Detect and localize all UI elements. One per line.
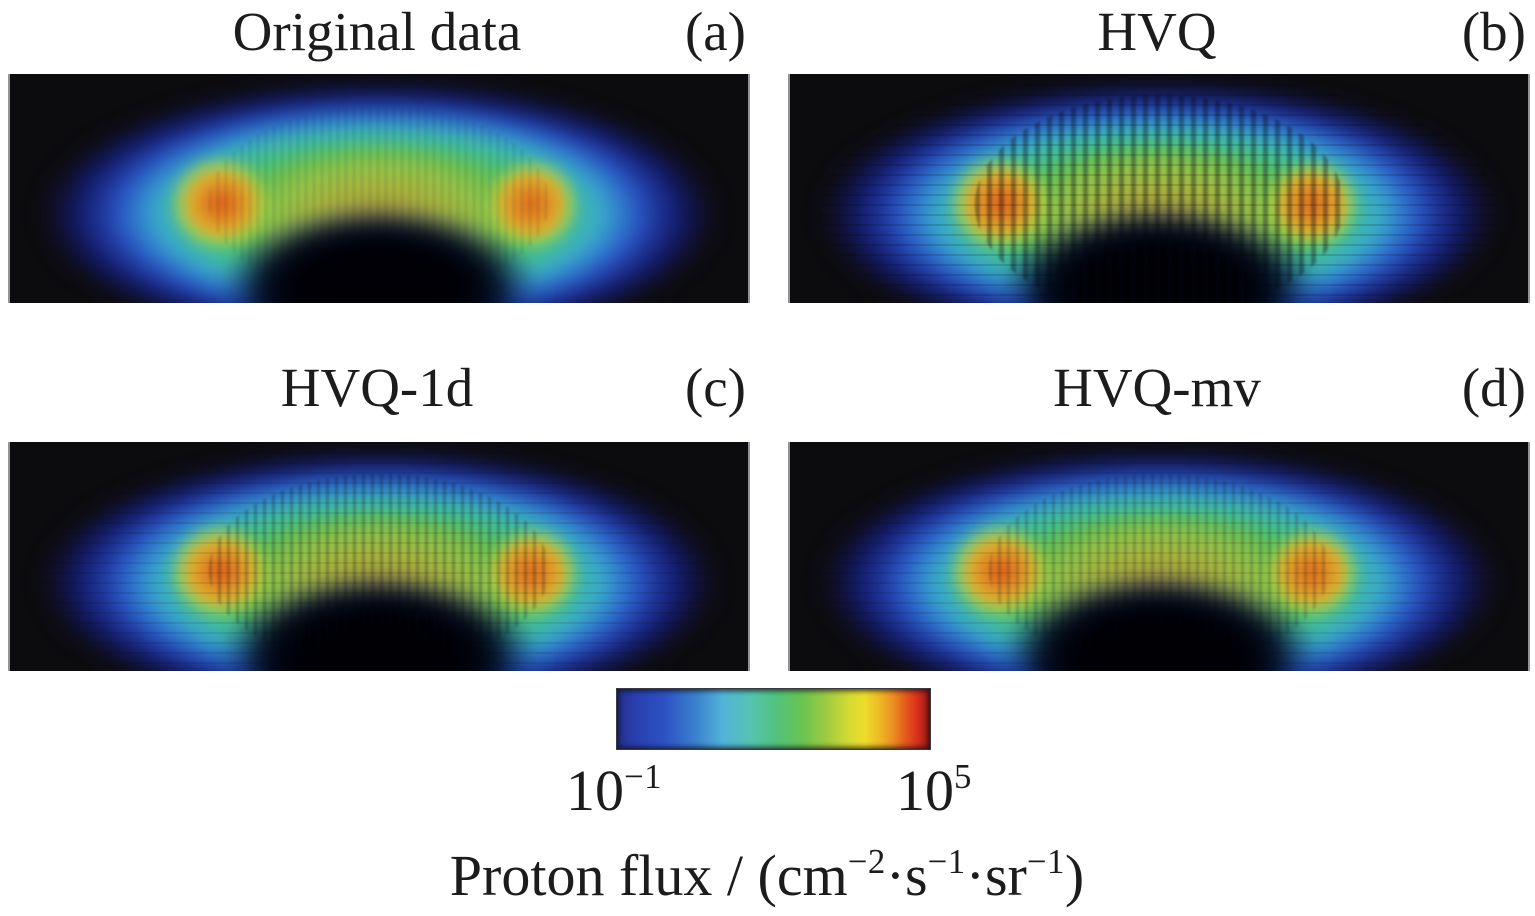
panel-b-title: HVQ bbox=[1097, 1, 1217, 62]
colorbar-tick-max: 105 bbox=[896, 757, 972, 823]
volume-rendering-panel-hvq bbox=[788, 74, 1530, 303]
belt-hotspot-right bbox=[1258, 154, 1370, 255]
panel-b-tag: (b) bbox=[1461, 1, 1526, 62]
belt-hotspot-left bbox=[937, 149, 1060, 258]
colorbar-jet bbox=[616, 688, 931, 750]
belt-hotspot-left bbox=[157, 517, 280, 626]
panel-c-tag: (c) bbox=[684, 357, 746, 418]
striation-overlay bbox=[974, 94, 1344, 303]
panel-c-title: HVQ-1d bbox=[280, 357, 474, 418]
panel-a-tag: (a) bbox=[684, 1, 746, 62]
belt-hotspot-right bbox=[478, 522, 590, 623]
striation-overlay bbox=[209, 474, 549, 667]
panel-b-title-row: HVQ (b) bbox=[788, 0, 1526, 64]
panel-d-title: HVQ-mv bbox=[1053, 357, 1261, 418]
striation-overlay bbox=[209, 106, 549, 299]
volume-rendering-panel-hvq-1d bbox=[8, 442, 750, 671]
panel-d-title-row: HVQ-mv (d) bbox=[788, 356, 1526, 420]
panel-d-tag: (d) bbox=[1461, 357, 1526, 418]
banding-overlay bbox=[819, 74, 1499, 303]
panel-a-title-row: Original data (a) bbox=[8, 0, 746, 64]
belt-hotspot-left bbox=[157, 149, 280, 258]
volume-rendering-panel-hvq-mv bbox=[788, 442, 1530, 671]
volume-rendering-panel-original bbox=[8, 74, 750, 303]
banding-overlay bbox=[39, 442, 719, 671]
belt-hotspot-right bbox=[1258, 522, 1370, 623]
banding-overlay bbox=[819, 442, 1499, 671]
striation-overlay bbox=[989, 474, 1329, 667]
panel-a-title: Original data bbox=[232, 1, 522, 62]
belt-hotspot-left bbox=[937, 517, 1060, 626]
panel-c-title-row: HVQ-1d (c) bbox=[8, 356, 746, 420]
colorbar-tick-min: 10−1 bbox=[565, 757, 663, 823]
colorbar-caption: Proton flux / (cm−2·s−1·sr−1) bbox=[449, 842, 1085, 908]
belt-hotspot-right bbox=[478, 154, 590, 255]
